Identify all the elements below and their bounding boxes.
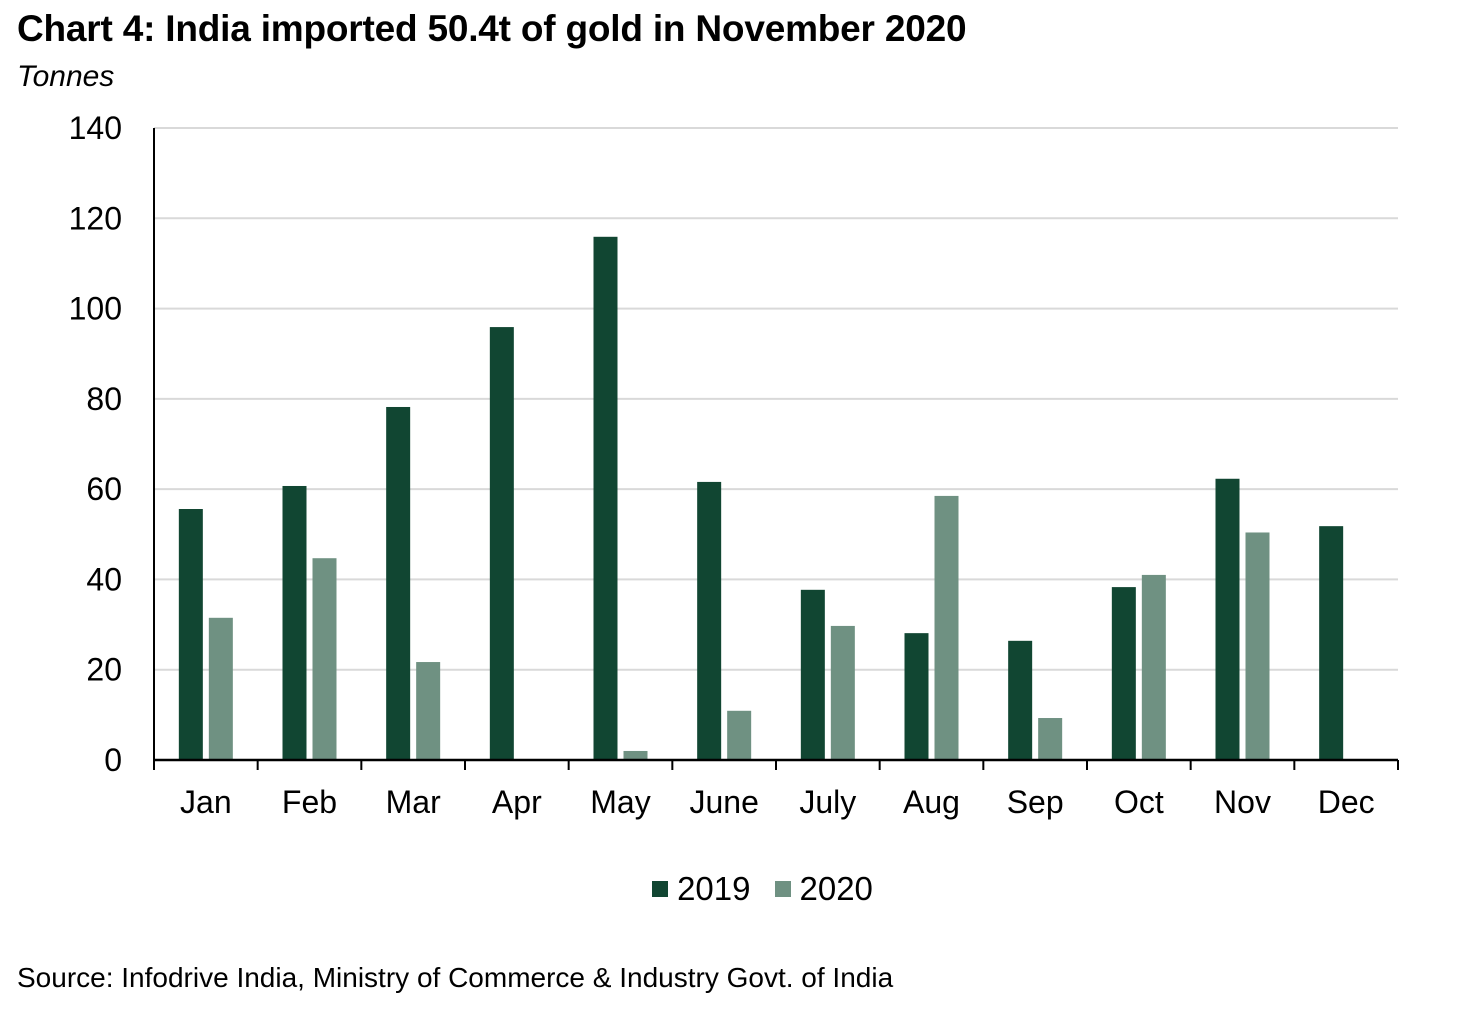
legend-item-2020: 2020 bbox=[774, 870, 873, 908]
legend-label-2019: 2019 bbox=[677, 870, 751, 907]
bar-2019-mar bbox=[386, 406, 411, 760]
x-tick-label: Oct bbox=[1114, 784, 1164, 820]
chart-title: Chart 4: India imported 50.4t of gold in… bbox=[17, 8, 967, 49]
x-tick-label: June bbox=[689, 784, 758, 820]
x-tick-label: Sep bbox=[1007, 784, 1064, 820]
y-tick-label: 40 bbox=[86, 561, 122, 597]
x-tick-label: Mar bbox=[386, 784, 441, 820]
x-tick-label: Jan bbox=[180, 784, 232, 820]
bar-2020-mar bbox=[416, 662, 441, 760]
bar-2019-may bbox=[593, 236, 618, 760]
bar-2019-nov bbox=[1215, 478, 1240, 760]
axes bbox=[153, 128, 1398, 762]
gridlines bbox=[154, 127, 1398, 671]
y-tick-label: 120 bbox=[69, 200, 122, 236]
legend-item-2019: 2019 bbox=[652, 870, 751, 908]
x-tick-label: Feb bbox=[282, 784, 337, 820]
y-tick-label: 140 bbox=[69, 110, 122, 146]
legend: 2019 2020 bbox=[0, 870, 1465, 908]
y-tick-label: 0 bbox=[104, 742, 122, 778]
bar-2019-jan bbox=[178, 509, 203, 760]
bar-2020-june bbox=[727, 710, 752, 760]
x-tick-label: Aug bbox=[903, 784, 960, 820]
bar-2019-feb bbox=[282, 485, 307, 760]
bar-2019-dec bbox=[1319, 526, 1344, 760]
y-axis-ticks: 0 20 40 60 80 100 120 140 bbox=[69, 110, 122, 778]
bars bbox=[178, 236, 1344, 760]
x-tick-label: May bbox=[590, 784, 650, 820]
bar-2019-july bbox=[800, 589, 825, 760]
y-tick-label: 100 bbox=[69, 291, 122, 327]
bar-2020-oct bbox=[1141, 574, 1166, 760]
bar-2019-apr bbox=[489, 327, 514, 760]
legend-label-2020: 2020 bbox=[799, 870, 873, 907]
bar-2019-aug bbox=[904, 633, 929, 760]
bar-2020-nov bbox=[1245, 532, 1270, 760]
x-axis-ticks: Jan Feb Mar Apr May June July Aug Sep Oct Nov Dec bbox=[153, 760, 1399, 820]
y-axis-unit-label: Tonnes bbox=[17, 60, 115, 93]
y-tick-label: 60 bbox=[86, 471, 122, 507]
bar-2019-sep bbox=[1008, 640, 1033, 760]
bar-2020-jan bbox=[208, 617, 233, 760]
x-tick-label: Nov bbox=[1214, 784, 1271, 820]
x-tick-label: Dec bbox=[1318, 784, 1375, 820]
y-tick-label: 20 bbox=[86, 652, 122, 688]
bar-2020-feb bbox=[312, 558, 337, 760]
legend-swatch-2020 bbox=[774, 881, 791, 897]
source-note: Source: Infodrive India, Ministry of Com… bbox=[17, 962, 894, 993]
bar-2019-oct bbox=[1111, 587, 1136, 760]
bar-2020-may bbox=[623, 750, 648, 760]
x-tick-label: July bbox=[799, 784, 856, 820]
bar-2020-aug bbox=[934, 495, 959, 760]
x-tick-label: Apr bbox=[492, 784, 542, 820]
bar-chart: 0 20 40 60 80 100 120 140 Jan Feb Mar Apr May June Ju… bbox=[69, 110, 1399, 820]
legend-swatch-2019 bbox=[652, 881, 669, 897]
y-tick-label: 80 bbox=[86, 381, 122, 417]
bar-2019-june bbox=[697, 481, 722, 760]
bar-2020-sep bbox=[1038, 718, 1063, 760]
bar-2020-july bbox=[830, 625, 855, 760]
